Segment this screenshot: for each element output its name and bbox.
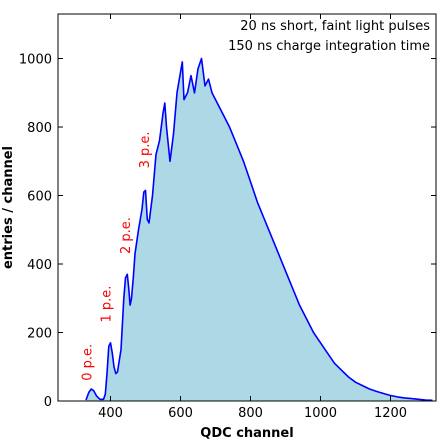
x-axis-label: QDC channel <box>200 426 293 441</box>
y-tick-label: 1000 <box>19 53 52 68</box>
y-tick-label: 0 <box>44 395 52 410</box>
peak-label: 0 p.e. <box>81 344 96 381</box>
x-tick-label: 400 <box>98 406 123 421</box>
y-tick-label: 800 <box>27 121 52 136</box>
annotation-line-1: 20 ns short, faint light pulses <box>240 19 430 34</box>
x-tick-label: 1200 <box>374 406 407 421</box>
peak-label: 1 p.e. <box>100 286 115 323</box>
peak-label: 3 p.e. <box>138 131 153 168</box>
annotation-line-2: 150 ns charge integration time <box>228 39 430 54</box>
axes: 400 600 800 1000 1200 0 200 400 600 800 1000 <box>19 13 437 421</box>
y-axis-label: entries / channel <box>1 146 16 269</box>
peak-labels: 0 p.e. 1 p.e. 2 p.e. 3 p.e. <box>81 131 154 380</box>
x-tick-label: 1000 <box>304 406 337 421</box>
y-tick-label: 400 <box>27 258 52 273</box>
plot-area <box>85 57 433 402</box>
x-tick-label: 800 <box>238 406 263 421</box>
x-tick-label: 600 <box>168 406 193 421</box>
y-tick-label: 200 <box>27 327 52 342</box>
y-tick-label: 600 <box>27 190 52 205</box>
histogram-line <box>85 57 433 402</box>
peak-label: 2 p.e. <box>119 217 134 254</box>
plot-frame <box>57 13 437 402</box>
